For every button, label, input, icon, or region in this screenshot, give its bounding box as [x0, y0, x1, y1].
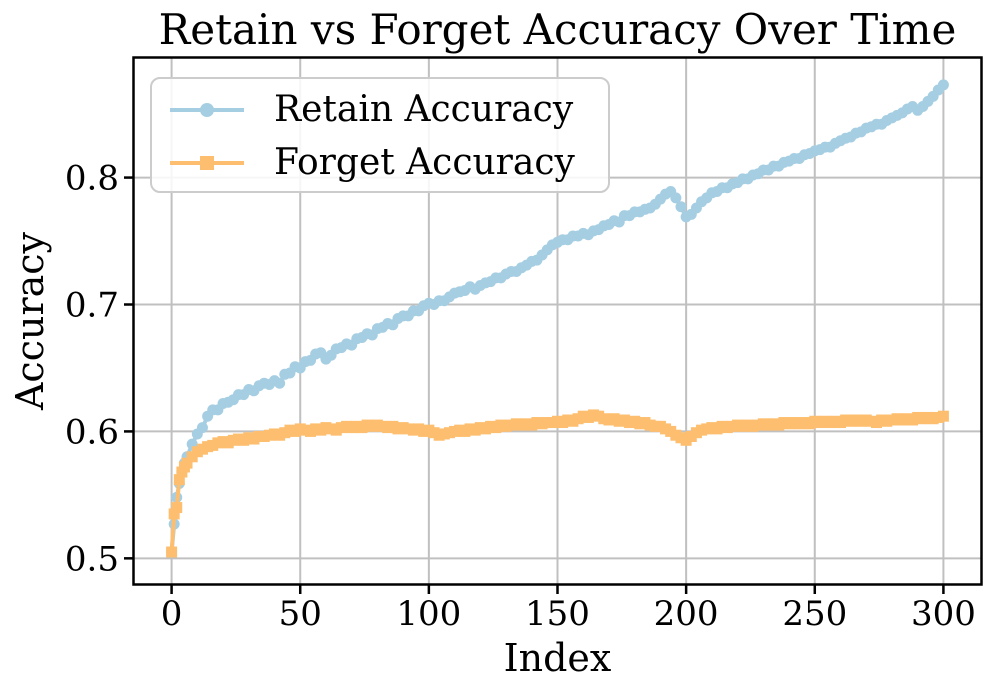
- data-point-circle: [670, 192, 682, 204]
- y-tick-label: 0.8: [65, 159, 119, 199]
- data-point-square: [173, 474, 185, 486]
- legend-label-retain: Retain Accuracy: [274, 89, 574, 130]
- forget-line-marker-icon: [170, 155, 244, 170]
- data-point-square: [181, 457, 193, 469]
- data-point-circle: [937, 79, 949, 91]
- chart-title: Retain vs Forget Accuracy Over Time: [158, 5, 957, 54]
- x-tick-label: 200: [654, 594, 719, 634]
- forget-series: [166, 409, 949, 558]
- x-tick-label: 50: [279, 594, 322, 634]
- y-tick-label: 0.7: [65, 286, 119, 326]
- x-tick-label: 100: [396, 594, 461, 634]
- x-tick-label: 0: [161, 594, 183, 634]
- legend-sample-circle: [200, 102, 214, 117]
- x-tick-label: 150: [525, 594, 590, 634]
- x-tick-label: 250: [782, 594, 847, 634]
- retain-line-marker-icon: [170, 102, 244, 117]
- data-point-circle: [196, 422, 208, 434]
- x-axis-title: Index: [503, 636, 612, 680]
- legend-item-retain: Retain Accuracy: [168, 83, 608, 136]
- data-point-square: [171, 502, 183, 514]
- legend: Retain Accuracy Forget Accuracy: [150, 77, 610, 193]
- data-point-square: [937, 410, 949, 422]
- data-point-circle: [675, 201, 687, 213]
- data-point-circle: [274, 377, 286, 389]
- axes-ticks: 0 50 100 150 200 250 300 0.5 0.6 0.7 0.8: [65, 159, 976, 634]
- legend-label-forget: Forget Accuracy: [274, 142, 575, 183]
- data-point-square: [166, 546, 178, 558]
- legend-item-forget: Forget Accuracy: [168, 136, 608, 189]
- y-tick-label: 0.5: [65, 539, 119, 579]
- axes-spines: [132, 56, 983, 586]
- data-point-square: [168, 508, 180, 520]
- legend-sample-square: [200, 155, 214, 170]
- x-tick-label: 300: [911, 594, 976, 634]
- y-tick-label: 0.6: [65, 412, 119, 452]
